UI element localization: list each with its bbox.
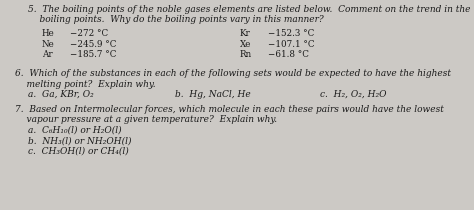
Text: −185.7 °C: −185.7 °C bbox=[70, 50, 117, 59]
Text: b.  Hg, NaCl, He: b. Hg, NaCl, He bbox=[175, 90, 251, 99]
Text: 5.  The boiling points of the noble gases elements are listed below.  Comment on: 5. The boiling points of the noble gases… bbox=[28, 5, 471, 14]
Text: 6.  Which of the substances in each of the following sets would be expected to h: 6. Which of the substances in each of th… bbox=[15, 69, 451, 78]
Text: Ne: Ne bbox=[42, 40, 55, 49]
Text: Rn: Rn bbox=[240, 50, 252, 59]
Text: melting point?  Explain why.: melting point? Explain why. bbox=[15, 80, 155, 89]
Text: vapour pressure at a given temperature?  Explain why.: vapour pressure at a given temperature? … bbox=[15, 115, 277, 124]
Text: −272 °C: −272 °C bbox=[70, 29, 108, 38]
Text: a.  C₆H₁₀(l) or H₂O(l): a. C₆H₁₀(l) or H₂O(l) bbox=[28, 126, 122, 135]
Text: c.  H₂, O₂, H₂O: c. H₂, O₂, H₂O bbox=[320, 90, 386, 99]
Text: −245.9 °C: −245.9 °C bbox=[70, 40, 117, 49]
Text: −107.1 °C: −107.1 °C bbox=[268, 40, 315, 49]
Text: −152.3 °C: −152.3 °C bbox=[268, 29, 314, 38]
Text: Kr: Kr bbox=[240, 29, 251, 38]
Text: 7.  Based on Intermolecular forces, which molecule in each these pairs would hav: 7. Based on Intermolecular forces, which… bbox=[15, 105, 444, 114]
Text: He: He bbox=[42, 29, 55, 38]
Text: a.  Ga, KBr, O₂: a. Ga, KBr, O₂ bbox=[28, 90, 94, 99]
Text: b.  NH₃(l) or NH₂OH(l): b. NH₃(l) or NH₂OH(l) bbox=[28, 136, 131, 145]
Text: Ar: Ar bbox=[42, 50, 53, 59]
Text: c.  CH₃OH(l) or CH₄(l): c. CH₃OH(l) or CH₄(l) bbox=[28, 147, 129, 156]
Text: −61.8 °C: −61.8 °C bbox=[268, 50, 309, 59]
Text: boiling points.  Why do the boiling points vary in this manner?: boiling points. Why do the boiling point… bbox=[28, 16, 324, 25]
Text: Xe: Xe bbox=[240, 40, 251, 49]
